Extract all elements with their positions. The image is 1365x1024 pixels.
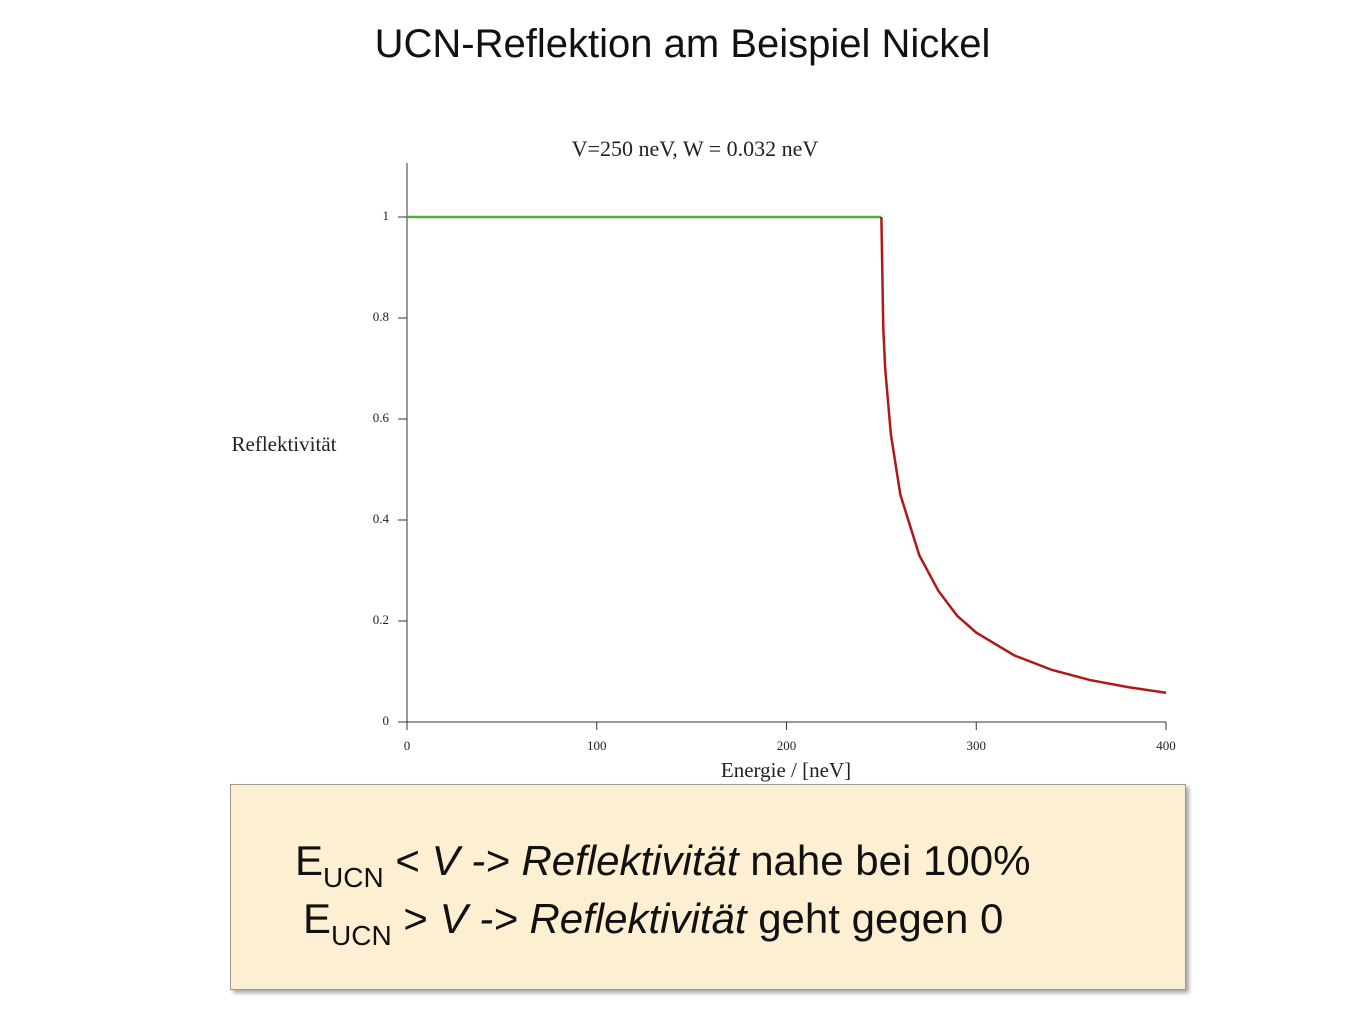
y-tick-label: 1 [383,208,390,223]
y-tick-label: 0 [383,713,390,728]
text-line: EUCN < V -> Reflektivität nahe bei 100% [295,837,1030,894]
term: Reflektivität [529,895,747,942]
y-tick-label: 0.2 [373,612,389,627]
subscript: UCN [323,862,384,893]
x-tick-label: 400 [1156,738,1176,753]
arrow: -> [471,837,510,884]
data-line [880,216,1167,694]
x-tick-label: 300 [967,738,987,753]
y-axis-label: Reflektivität [232,432,337,456]
rest: geht gegen 0 [758,895,1004,942]
slide-title: UCN-Reflektion am Beispiel Nickel [374,22,991,66]
arrow: -> [479,895,518,942]
text-box: EUCN < V -> Reflektivität nahe bei 100% E… [230,784,1186,990]
y-tick-label: 0.8 [373,309,389,324]
chart-title: V=250 neV, W = 0.032 neV [572,136,819,161]
y-tick-label: 0.4 [373,511,390,526]
x-tick-label: 100 [587,738,607,753]
rest: nahe bei 100% [750,837,1031,884]
subscript: UCN [331,920,392,951]
relation: < [395,837,420,884]
x-tick-label: 0 [404,738,411,753]
symbol: E [303,895,332,942]
relation: > [403,895,428,942]
y-tick-label: 0.6 [373,410,390,425]
variable: V [431,837,460,884]
text-line: EUCN > V -> Reflektivität geht gegen 0 [303,895,1003,952]
x-tick-label: 200 [777,738,797,753]
variable: V [439,895,468,942]
x-axis-label: Energie / [neV] [721,758,851,782]
term: Reflektivität [521,837,739,884]
symbol: E [295,837,324,884]
